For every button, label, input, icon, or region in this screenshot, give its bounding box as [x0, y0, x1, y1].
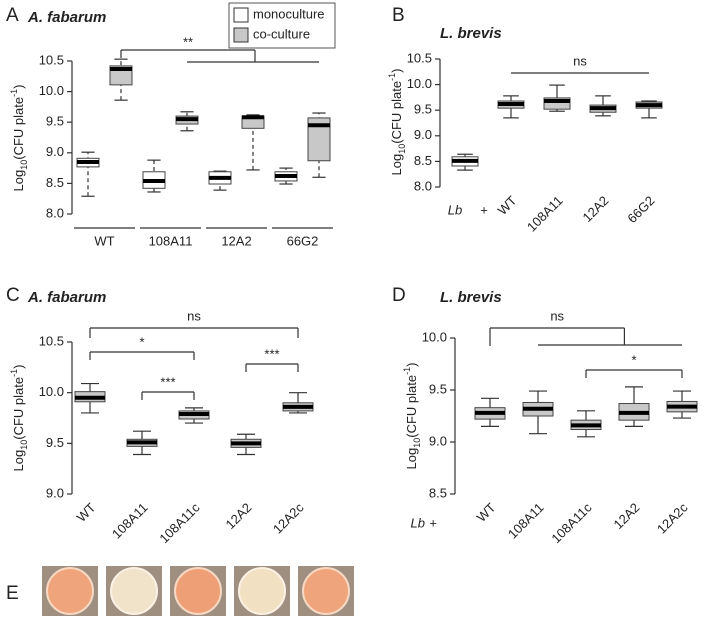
- y-label-sup: -1: [9, 89, 19, 97]
- significance-label: ns: [573, 53, 587, 68]
- y-tick-label: 8.0: [46, 205, 64, 220]
- x-tick-label: 12A2: [610, 500, 642, 532]
- panel-title: A. fabarum: [27, 289, 106, 306]
- y-tick-label: 9.0: [414, 127, 432, 142]
- legend-label: monoculture: [253, 6, 325, 21]
- x-tick-label: WT: [94, 233, 114, 248]
- y-tick-label: 9.5: [414, 102, 432, 117]
- colony: [174, 567, 222, 615]
- y-tick-label: 10.5: [39, 52, 64, 67]
- x-prefix: +: [429, 515, 437, 530]
- y-label-part: (CFU plate: [11, 97, 26, 160]
- x-tick-label: 108A11: [524, 193, 566, 235]
- significance-label: ns: [187, 308, 201, 323]
- y-axis-label: Log10(CFU plate-1): [9, 365, 29, 472]
- y-tick-label: 10.0: [422, 329, 447, 344]
- panel-letter: E: [6, 583, 19, 604]
- significance-label: **: [183, 34, 193, 49]
- y-label-part: Log: [11, 450, 26, 472]
- y-tick-label: 8.5: [46, 175, 64, 190]
- y-label-part: ): [404, 363, 419, 367]
- y-tick-label: 10.0: [39, 83, 64, 98]
- x-tick-label: 66G2: [287, 233, 319, 248]
- y-label-part: Log: [11, 170, 26, 192]
- y-label-part: ): [11, 365, 26, 369]
- colony: [302, 567, 350, 615]
- x-tick-label: 12A2c: [654, 500, 691, 537]
- significance-label: ***: [264, 346, 279, 361]
- panel-letter: C: [6, 285, 20, 306]
- box: [307, 117, 331, 162]
- y-label-sub: 10: [397, 144, 407, 154]
- y-tick-label: 9.5: [46, 435, 64, 450]
- y-tick-label: 9.0: [46, 485, 64, 500]
- y-label-part: ): [389, 69, 404, 73]
- y-tick-label: 9.5: [429, 381, 447, 396]
- y-label-sup: -1: [9, 369, 19, 377]
- y-tick-label: 10.5: [39, 333, 64, 348]
- x-tick-label: 108A11c: [548, 500, 595, 547]
- y-tick-label: 10.0: [407, 76, 432, 91]
- y-label-part: ): [11, 85, 26, 89]
- x-tick-label: 108A11: [149, 233, 193, 248]
- y-label-part: (CFU plate: [389, 81, 404, 144]
- y-label-sup: -1: [402, 367, 412, 375]
- y-label-sub: 10: [19, 440, 29, 450]
- colony: [46, 567, 94, 615]
- significance-label: *: [139, 334, 144, 349]
- x-tick-label: 108A11c: [156, 500, 203, 547]
- panel-letter: A: [6, 5, 19, 26]
- box: [543, 97, 571, 110]
- y-tick-label: 8.5: [414, 153, 432, 168]
- legend-swatch: [233, 27, 249, 43]
- y-axis-label: Log10(CFU plate-1): [9, 85, 29, 192]
- legend-label: co-culture: [253, 26, 310, 41]
- y-tick-label: 10.0: [39, 384, 64, 399]
- y-label-part: (CFU plate: [11, 377, 26, 440]
- y-tick-label: 8.5: [429, 485, 447, 500]
- x-sign: +: [480, 202, 488, 217]
- x-prefix: Lb: [411, 515, 425, 530]
- y-label-sub: 10: [19, 160, 29, 170]
- legend-swatch: [233, 7, 249, 23]
- x-tick-label: WT: [474, 500, 499, 525]
- panel-e-colonies: [42, 566, 354, 616]
- panel-title: L. brevis: [440, 25, 502, 42]
- significance-label: ns: [550, 308, 564, 323]
- panel-title: L. brevis: [440, 289, 502, 306]
- y-label-sub: 10: [412, 438, 422, 448]
- y-label-sup: -1: [387, 73, 397, 81]
- panel-letter: D: [392, 285, 406, 306]
- y-axis-label: Log10(CFU plate-1): [402, 363, 422, 470]
- x-tick-label: 66G2: [624, 193, 657, 226]
- x-tick-label: 12A2c: [270, 500, 307, 537]
- y-tick-label: 8.0: [414, 178, 432, 193]
- x-tick-label: 12A2: [222, 500, 254, 532]
- x-tick-label: 108A11: [109, 500, 151, 542]
- y-tick-label: 9.5: [46, 114, 64, 129]
- x-tick-label: 12A2: [579, 193, 611, 225]
- x-tick-label: 12A2: [221, 233, 251, 248]
- significance-label: *: [631, 352, 636, 367]
- x-tick-label: 108A11: [505, 500, 547, 542]
- y-tick-label: 9.0: [46, 144, 64, 159]
- y-label-part: (CFU plate: [404, 375, 419, 438]
- y-tick-label: 9.0: [429, 433, 447, 448]
- y-label-part: Log: [389, 154, 404, 176]
- y-tick-label: 10.5: [407, 50, 432, 65]
- y-label-part: Log: [404, 448, 419, 470]
- colony: [238, 567, 286, 615]
- x-tick-label: WT: [74, 500, 99, 525]
- x-tick-label: WT: [495, 193, 520, 218]
- panel-title: A. fabarum: [27, 9, 106, 26]
- colony: [110, 567, 158, 615]
- y-axis-label: Log10(CFU plate-1): [387, 69, 407, 176]
- significance-label: ***: [160, 374, 175, 389]
- panel-letter: B: [392, 5, 405, 26]
- x-tick-label: Lb: [448, 202, 462, 217]
